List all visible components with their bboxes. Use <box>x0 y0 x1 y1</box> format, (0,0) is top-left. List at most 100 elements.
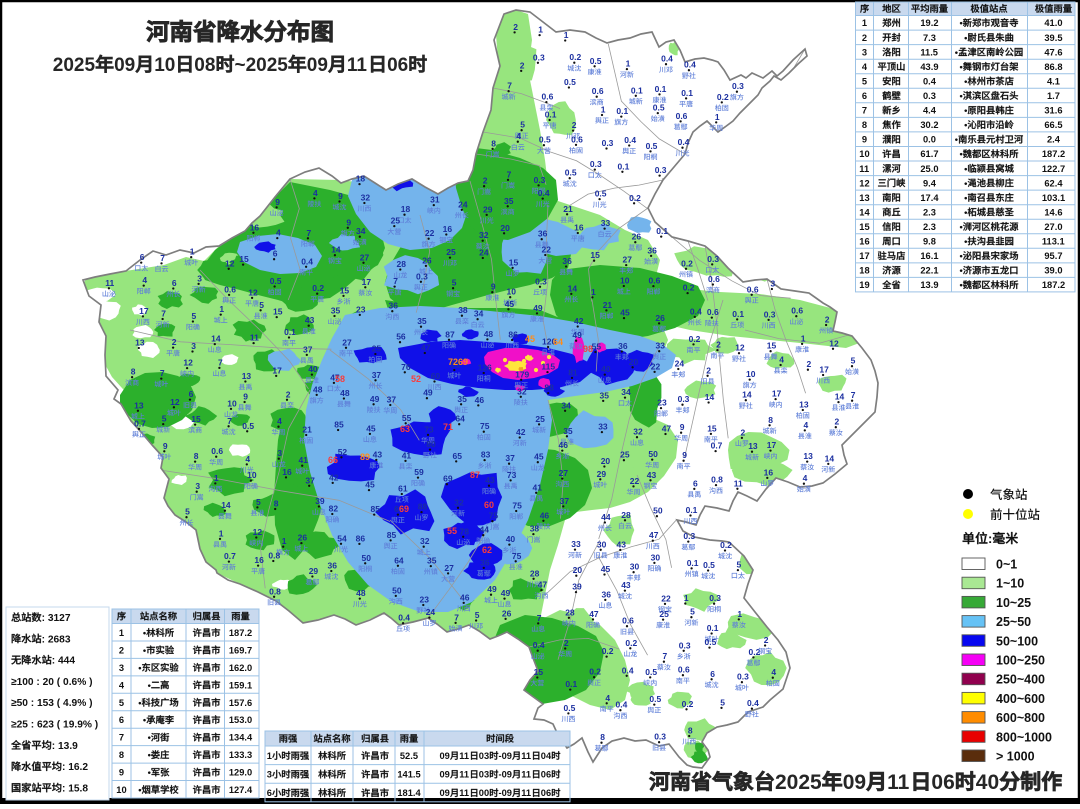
svg-text:4: 4 <box>771 667 776 677</box>
svg-text:36: 36 <box>562 256 572 266</box>
svg-text:8: 8 <box>862 120 867 130</box>
svg-text:1: 1 <box>267 751 272 761</box>
svg-text:2.3: 2.3 <box>923 222 936 232</box>
svg-text:0.6: 0.6 <box>747 284 759 294</box>
svg-text:25: 25 <box>391 216 401 226</box>
svg-text:46: 46 <box>460 592 470 602</box>
svg-text:26: 26 <box>655 313 665 323</box>
svg-text:0.3: 0.3 <box>535 276 547 286</box>
svg-text:14: 14 <box>211 334 221 344</box>
svg-text:3: 3 <box>119 663 124 673</box>
svg-text:6: 6 <box>693 478 698 488</box>
svg-text:25: 25 <box>535 414 545 424</box>
svg-text:0.6: 0.6 <box>224 284 236 294</box>
svg-text:43.9: 43.9 <box>920 62 938 72</box>
svg-text:5: 5 <box>452 278 457 288</box>
svg-text:64: 64 <box>553 337 563 347</box>
svg-text:35: 35 <box>600 390 610 400</box>
svg-text:32: 32 <box>420 536 430 546</box>
svg-text:1: 1 <box>119 628 124 638</box>
svg-text:32: 32 <box>454 497 464 507</box>
svg-text:0.6: 0.6 <box>791 306 803 316</box>
svg-text:35: 35 <box>427 556 437 566</box>
svg-text:1: 1 <box>219 304 224 314</box>
svg-text:10: 10 <box>154 55 175 76</box>
svg-text:0.4: 0.4 <box>624 135 636 145</box>
svg-text:6: 6 <box>862 91 867 101</box>
svg-text:16: 16 <box>764 467 774 477</box>
svg-text:14: 14 <box>835 392 845 402</box>
svg-text:12: 12 <box>183 358 193 368</box>
svg-text:1: 1 <box>626 59 631 69</box>
svg-text:10: 10 <box>116 785 126 795</box>
svg-text:0.4: 0.4 <box>533 640 545 650</box>
svg-text:86.8: 86.8 <box>1044 62 1062 72</box>
svg-text:41.0: 41.0 <box>1044 18 1062 28</box>
svg-text:15: 15 <box>590 250 600 260</box>
svg-text:15: 15 <box>859 222 869 232</box>
svg-text:1: 1 <box>282 536 287 546</box>
svg-text:2: 2 <box>513 22 518 32</box>
svg-text:7: 7 <box>161 309 166 319</box>
svg-text:45: 45 <box>366 423 376 433</box>
svg-text:•: • <box>960 149 963 159</box>
svg-text:20: 20 <box>601 456 611 466</box>
svg-text:0.4: 0.4 <box>678 137 690 147</box>
svg-text:9: 9 <box>862 135 867 145</box>
svg-text:52: 52 <box>411 374 421 384</box>
svg-text:6: 6 <box>119 715 124 725</box>
svg-text:62.4: 62.4 <box>1044 178 1063 188</box>
svg-text:43: 43 <box>305 315 315 325</box>
svg-text:46: 46 <box>540 510 550 520</box>
svg-text:27: 27 <box>360 252 370 262</box>
svg-text:64: 64 <box>394 555 404 565</box>
svg-text:33: 33 <box>571 539 581 549</box>
svg-text:89: 89 <box>360 452 370 462</box>
svg-text:21: 21 <box>603 300 613 310</box>
svg-text:5: 5 <box>737 560 742 570</box>
svg-text:33: 33 <box>598 422 608 432</box>
svg-text:13: 13 <box>799 400 809 410</box>
svg-text:22: 22 <box>425 228 435 238</box>
svg-text:: 16.2: : 16.2 <box>62 762 88 773</box>
svg-text:2: 2 <box>572 120 577 130</box>
svg-text:82: 82 <box>329 504 339 514</box>
svg-text:153.0: 153.0 <box>229 715 252 725</box>
svg-text:4.4: 4.4 <box>923 106 937 116</box>
svg-text:3: 3 <box>277 448 282 458</box>
svg-text:50: 50 <box>653 506 663 516</box>
svg-text:0.3: 0.3 <box>534 175 546 185</box>
svg-text:25: 25 <box>446 247 456 257</box>
svg-text:134.4: 134.4 <box>229 733 253 743</box>
svg-text:15: 15 <box>340 285 350 295</box>
svg-text:115: 115 <box>541 362 555 372</box>
svg-text:187.2: 187.2 <box>229 628 252 638</box>
svg-text:28: 28 <box>565 607 575 617</box>
svg-text:4: 4 <box>313 188 318 198</box>
svg-text:0.2: 0.2 <box>749 647 761 657</box>
svg-text:28: 28 <box>397 259 407 269</box>
svg-text:0.2: 0.2 <box>312 283 324 293</box>
svg-text:0.6: 0.6 <box>622 616 634 626</box>
svg-text:47: 47 <box>589 609 599 619</box>
svg-text:0.5: 0.5 <box>649 694 661 704</box>
svg-text:14: 14 <box>705 392 715 402</box>
svg-text:04: 04 <box>541 751 552 761</box>
svg-text:0.1: 0.1 <box>656 226 668 236</box>
svg-text:69: 69 <box>399 504 409 514</box>
svg-text:187.2: 187.2 <box>1042 280 1065 290</box>
svg-text:0.3: 0.3 <box>764 309 776 319</box>
svg-text:0.6: 0.6 <box>649 276 661 286</box>
svg-text:06: 06 <box>387 55 408 76</box>
svg-text:09: 09 <box>440 751 450 761</box>
svg-text:0.5: 0.5 <box>270 276 282 286</box>
svg-text:87: 87 <box>470 470 480 480</box>
svg-text:0.4: 0.4 <box>661 54 673 64</box>
svg-text:50: 50 <box>362 553 372 563</box>
svg-text:6: 6 <box>140 252 145 262</box>
svg-text:75: 75 <box>480 421 490 431</box>
svg-text:44: 44 <box>480 525 490 535</box>
svg-text:2: 2 <box>764 635 769 645</box>
svg-text:36: 36 <box>328 561 338 571</box>
svg-text:27: 27 <box>342 337 352 347</box>
